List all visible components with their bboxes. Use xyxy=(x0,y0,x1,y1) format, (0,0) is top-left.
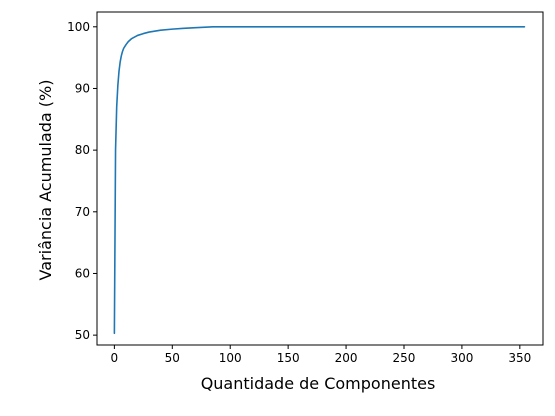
x-tick-label: 50 xyxy=(165,351,180,365)
series-layer xyxy=(113,25,526,335)
x-tick-label: 250 xyxy=(393,351,416,365)
y-tick-label: 60 xyxy=(75,266,90,280)
y-tick-label: 70 xyxy=(75,205,90,219)
y-axis-ticks: 50 60 70 80 90 100 xyxy=(67,20,97,342)
y-tick-label: 50 xyxy=(75,328,90,342)
plot-area xyxy=(96,11,544,346)
y-tick-label: 100 xyxy=(67,20,90,34)
x-tick-label: 0 xyxy=(111,351,119,365)
x-tick-label: 100 xyxy=(219,351,242,365)
x-tick-label: 200 xyxy=(335,351,358,365)
x-axis-ticks: 0 50 100 150 200 250 300 350 xyxy=(111,345,531,365)
x-tick-label: 300 xyxy=(450,351,473,365)
x-tick-label: 350 xyxy=(508,351,531,365)
y-axis-title: Variância Acumulada (%) xyxy=(36,80,55,281)
y-tick-label: 80 xyxy=(75,143,90,157)
x-axis-title: Quantidade de Componentes xyxy=(201,374,436,393)
y-tick-label: 90 xyxy=(75,81,90,95)
series-line xyxy=(113,25,526,335)
x-tick-label: 150 xyxy=(277,351,300,365)
